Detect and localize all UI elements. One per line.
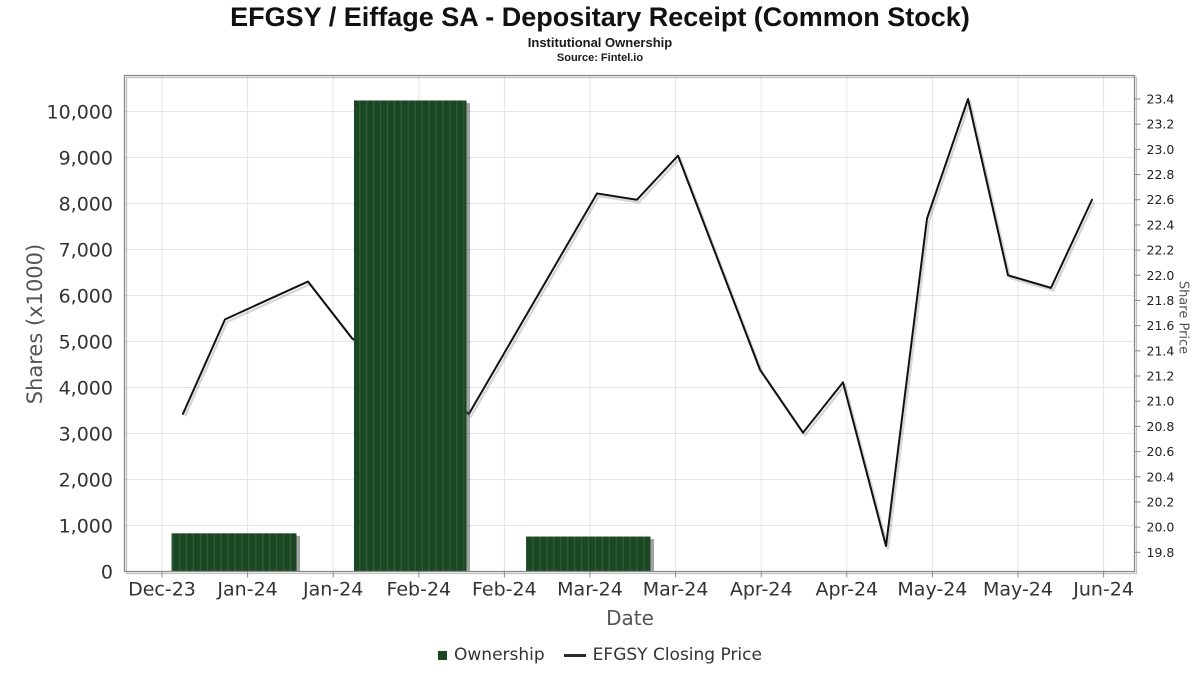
x-axis-title: Date <box>606 606 654 630</box>
svg-text:Apr-24: Apr-24 <box>815 579 878 601</box>
svg-text:Mar-24: Mar-24 <box>643 579 709 601</box>
svg-text:Dec-23: Dec-23 <box>128 579 196 601</box>
svg-text:20.8: 20.8 <box>1147 419 1175 434</box>
svg-text:7,000: 7,000 <box>59 240 113 262</box>
svg-text:2,000: 2,000 <box>59 470 113 492</box>
svg-text:Jan-24: Jan-24 <box>302 579 363 601</box>
svg-text:22.2: 22.2 <box>1147 243 1175 258</box>
price-line-series <box>182 98 1096 550</box>
svg-text:20.0: 20.0 <box>1147 520 1175 535</box>
svg-text:Jun-24: Jun-24 <box>1072 579 1134 601</box>
svg-text:19.8: 19.8 <box>1147 545 1175 560</box>
svg-text:22.4: 22.4 <box>1147 217 1175 232</box>
chart-source: Source: Fintel.io <box>556 52 644 64</box>
svg-text:9,000: 9,000 <box>59 148 113 170</box>
chart-legend: Ownership EFGSY Closing Price <box>0 645 1200 665</box>
y-left-tick-labels: 0 1,000 2,000 3,000 4,000 5,000 6,000 7,000 8,00… <box>47 102 113 584</box>
svg-text:Feb-24: Feb-24 <box>386 579 451 601</box>
svg-text:21.8: 21.8 <box>1147 293 1175 308</box>
svg-text:23.2: 23.2 <box>1147 117 1175 132</box>
svg-text:8,000: 8,000 <box>59 194 113 216</box>
legend-price-label: EFGSY Closing Price <box>592 645 762 665</box>
legend-ownership-label: Ownership <box>454 645 545 665</box>
svg-text:23.4: 23.4 <box>1147 92 1175 107</box>
price-line-swatch-icon <box>563 653 586 657</box>
x-tick-labels: Dec-23 Jan-24 Jan-24 Feb-24 Feb-24 Mar-24 Mar-… <box>128 571 1134 601</box>
chart-subtitle: Institutional Ownership <box>527 35 673 50</box>
svg-text:20.4: 20.4 <box>1147 469 1175 484</box>
svg-text:21.4: 21.4 <box>1147 343 1175 358</box>
svg-text:5,000: 5,000 <box>59 332 113 354</box>
gridlines <box>124 75 1135 572</box>
plot-border <box>123 74 1138 575</box>
svg-text:21.6: 21.6 <box>1147 318 1175 333</box>
svg-text:20.2: 20.2 <box>1147 494 1175 509</box>
svg-text:22.8: 22.8 <box>1147 167 1175 182</box>
svg-text:Jan-24: Jan-24 <box>216 579 277 601</box>
svg-text:10,000: 10,000 <box>47 102 113 124</box>
svg-text:21.0: 21.0 <box>1147 394 1175 409</box>
y-left-axis-title: Shares (x1000) <box>23 243 47 405</box>
svg-text:Feb-24: Feb-24 <box>472 579 537 601</box>
svg-text:22.0: 22.0 <box>1147 268 1175 283</box>
svg-text:May-24: May-24 <box>897 579 967 601</box>
svg-text:3,000: 3,000 <box>59 424 113 446</box>
y-right-tick-labels: 23.4 23.2 23.0 22.8 22.6 22.4 22.2 22.0 21.8 21.6… <box>1134 92 1175 560</box>
y-right-axis-title: Share Price <box>1175 280 1191 355</box>
svg-text:1,000: 1,000 <box>59 516 113 538</box>
svg-text:Apr-24: Apr-24 <box>730 579 793 601</box>
svg-text:0: 0 <box>101 562 113 584</box>
svg-text:6,000: 6,000 <box>59 286 113 308</box>
svg-text:4,000: 4,000 <box>59 378 113 400</box>
svg-text:Mar-24: Mar-24 <box>557 579 623 601</box>
ownership-bar-series <box>171 100 654 572</box>
chart-title: EFGSY / Eiffage SA - Depositary Receipt … <box>230 2 970 32</box>
svg-text:20.6: 20.6 <box>1147 444 1175 459</box>
svg-text:May-24: May-24 <box>983 579 1053 601</box>
svg-text:21.2: 21.2 <box>1147 369 1175 384</box>
svg-text:23.0: 23.0 <box>1147 142 1175 157</box>
svg-text:22.6: 22.6 <box>1147 192 1175 207</box>
ownership-swatch-icon <box>438 650 448 660</box>
